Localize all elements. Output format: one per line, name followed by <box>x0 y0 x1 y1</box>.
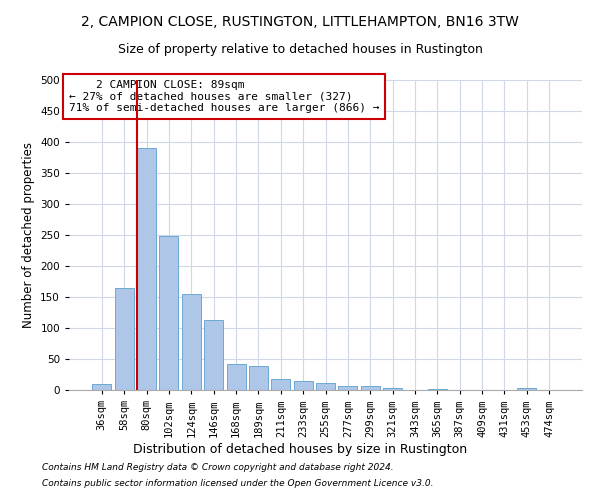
Text: Contains public sector information licensed under the Open Government Licence v3: Contains public sector information licen… <box>42 478 433 488</box>
Bar <box>137 148 156 390</box>
Text: 2, CAMPION CLOSE, RUSTINGTON, LITTLEHAMPTON, BN16 3TW: 2, CAMPION CLOSE, RUSTINGTON, LITTLEHAMP… <box>81 15 519 29</box>
Bar <box>271 379 290 390</box>
Bar <box>92 384 112 390</box>
Text: 2 CAMPION CLOSE: 89sqm
← 27% of detached houses are smaller (327)
71% of semi-de: 2 CAMPION CLOSE: 89sqm ← 27% of detached… <box>69 80 380 113</box>
Bar <box>249 366 268 390</box>
Bar <box>227 364 245 390</box>
Bar <box>361 386 380 390</box>
Bar <box>338 386 358 390</box>
Bar <box>204 320 223 390</box>
Bar <box>293 380 313 390</box>
Bar <box>383 388 402 390</box>
Bar <box>160 236 178 390</box>
Text: Distribution of detached houses by size in Rustington: Distribution of detached houses by size … <box>133 442 467 456</box>
Bar <box>182 294 201 390</box>
Bar <box>428 389 447 390</box>
Bar <box>517 388 536 390</box>
Y-axis label: Number of detached properties: Number of detached properties <box>22 142 35 328</box>
Text: Contains HM Land Registry data © Crown copyright and database right 2024.: Contains HM Land Registry data © Crown c… <box>42 464 394 472</box>
Text: Size of property relative to detached houses in Rustington: Size of property relative to detached ho… <box>118 42 482 56</box>
Bar <box>316 382 335 390</box>
Bar <box>115 288 134 390</box>
